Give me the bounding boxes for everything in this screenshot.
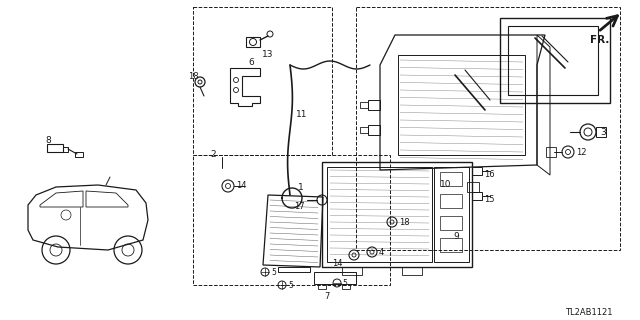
Text: 15: 15 [484, 195, 495, 204]
Text: 5: 5 [288, 281, 293, 290]
Text: 1: 1 [298, 183, 304, 192]
Text: 11: 11 [296, 110, 307, 119]
Bar [318, 284, 326, 289]
Text: FR.: FR. [590, 35, 609, 45]
Bar [500, 18, 610, 103]
Bar [75, 152, 83, 157]
Bar [434, 167, 469, 262]
Text: 2: 2 [210, 150, 216, 159]
Text: 12: 12 [576, 148, 586, 157]
Bar [472, 192, 482, 200]
Text: 4: 4 [379, 248, 384, 257]
Bar [467, 182, 479, 192]
Bar [546, 147, 556, 157]
Bar [368, 125, 380, 135]
Bar [368, 100, 380, 110]
Bar [356, 7, 620, 250]
Bar [402, 267, 422, 275]
Text: 8: 8 [45, 136, 51, 145]
Bar [246, 37, 260, 47]
Bar [322, 162, 472, 267]
Bar [440, 216, 462, 230]
Bar [314, 272, 356, 284]
Text: 13: 13 [262, 50, 273, 59]
Text: 18: 18 [188, 72, 198, 81]
Text: 7: 7 [324, 292, 330, 301]
Bar [278, 267, 310, 272]
Bar [440, 194, 462, 208]
Bar [193, 155, 390, 285]
Text: 9: 9 [453, 232, 459, 241]
Text: TL2AB1121: TL2AB1121 [565, 308, 612, 317]
Bar [472, 167, 482, 175]
Bar [342, 284, 350, 289]
Text: 5: 5 [271, 268, 276, 277]
Bar [63, 147, 68, 152]
Text: 10: 10 [440, 180, 451, 189]
Text: 3: 3 [600, 128, 605, 137]
Text: 18: 18 [399, 218, 410, 227]
Text: 5: 5 [342, 279, 347, 288]
Text: 14: 14 [332, 259, 342, 268]
Bar [360, 102, 368, 108]
Bar [596, 127, 606, 137]
Bar [508, 26, 598, 95]
Bar [193, 7, 332, 155]
Bar [440, 238, 462, 252]
Bar [360, 127, 368, 133]
Text: 14: 14 [236, 181, 246, 190]
Bar [327, 167, 432, 262]
Text: 17: 17 [294, 202, 305, 211]
Text: 16: 16 [484, 170, 495, 179]
Text: 6: 6 [248, 58, 253, 67]
Bar [47, 144, 63, 152]
Bar [440, 172, 462, 186]
Bar [342, 267, 362, 275]
